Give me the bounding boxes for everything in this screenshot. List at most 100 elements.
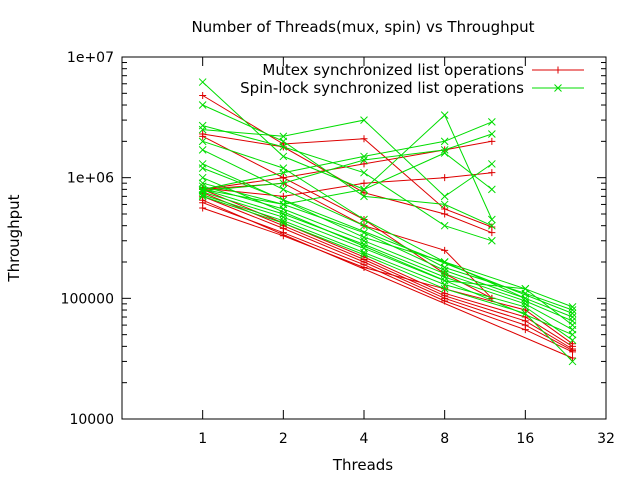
- data-point: [440, 146, 449, 154]
- data-point: [198, 192, 207, 201]
- x-tick-label: 8: [440, 431, 449, 447]
- data-point: [521, 306, 529, 314]
- series-line: [202, 167, 573, 314]
- data-point: [488, 185, 496, 194]
- data-point: [360, 248, 368, 257]
- data-point: [279, 219, 288, 227]
- data-point: [198, 179, 207, 188]
- data-point: [488, 215, 496, 224]
- y-tick-label: 1e+06: [67, 171, 114, 187]
- x-tick-label: 1: [198, 431, 207, 447]
- series-line: [202, 207, 573, 345]
- x-tick-label: 32: [597, 431, 615, 447]
- data-point: [198, 121, 207, 130]
- data-point: [360, 156, 368, 164]
- data-point: [360, 189, 368, 197]
- data-point: [568, 330, 577, 339]
- data-point: [440, 284, 449, 293]
- data-point: [521, 326, 529, 334]
- legend-label: Spin-lock synchronized list operations: [240, 79, 524, 97]
- data-point: [279, 143, 288, 151]
- data-point: [360, 221, 368, 230]
- series-line: [202, 191, 573, 326]
- data-point: [360, 233, 368, 242]
- data-point: [279, 216, 288, 225]
- data-point: [568, 321, 577, 329]
- legend-entry: Spin-lock synchronized list operations: [240, 79, 584, 97]
- series-line: [202, 199, 573, 359]
- data-point: [488, 236, 496, 245]
- data-point: [488, 118, 496, 126]
- series-line: [202, 185, 573, 322]
- data-point: [441, 174, 449, 182]
- data-point: [198, 146, 207, 154]
- data-point: [279, 164, 288, 172]
- data-point: [199, 132, 207, 140]
- data-point: [198, 185, 207, 194]
- data-point: [360, 250, 368, 259]
- series-line: [202, 177, 573, 336]
- data-point: [488, 137, 496, 145]
- data-point: [198, 137, 207, 146]
- data-point: [360, 152, 368, 161]
- data-point: [198, 182, 207, 191]
- data-point: [198, 78, 207, 86]
- legend-label: Mutex synchronized list operations: [262, 61, 524, 79]
- x-tick-label: 2: [279, 431, 288, 447]
- y-axis-label: Throughput: [5, 194, 23, 282]
- x-axis-label: Threads: [332, 456, 393, 474]
- data-point: [440, 221, 449, 230]
- data-point: [198, 101, 207, 109]
- data-point: [569, 348, 577, 356]
- data-point: [569, 340, 577, 348]
- data-point: [440, 137, 449, 146]
- axes: 1 2 4 8 16 32 10000 100000 1e+06 1e+07: [61, 50, 615, 447]
- data-point: [440, 111, 449, 119]
- series-line: [202, 202, 573, 353]
- data-point: [360, 160, 368, 168]
- data-point: [360, 135, 368, 143]
- data-point: [568, 309, 577, 318]
- data-point: [568, 357, 577, 366]
- data-point: [198, 173, 207, 182]
- y-tick-label: 100000: [61, 291, 114, 307]
- series-spin: [198, 78, 577, 366]
- data-point: [199, 91, 207, 99]
- data-point: [279, 192, 287, 200]
- data-point: [440, 192, 449, 201]
- series-mutex: [199, 91, 577, 362]
- data-point: [279, 152, 288, 161]
- data-point: [488, 130, 496, 138]
- data-point: [440, 200, 449, 209]
- data-point: [521, 302, 530, 311]
- data-point: [441, 246, 449, 254]
- data-point: [488, 160, 496, 168]
- series-line: [202, 194, 573, 341]
- data-point: [488, 221, 496, 230]
- data-point: [441, 210, 449, 218]
- data-point: [488, 229, 496, 237]
- data-point: [360, 179, 368, 187]
- chart-title: Number of Threads(mux, spin) vs Throughp…: [191, 18, 534, 36]
- data-point: [488, 169, 496, 177]
- x-tick-label: 16: [516, 431, 534, 447]
- series-line: [202, 149, 573, 311]
- y-tick-label: 10000: [69, 412, 114, 428]
- legend-marker: [554, 66, 562, 74]
- y-tick-label: 1e+07: [67, 50, 114, 66]
- series-line: [202, 192, 573, 350]
- legend: Mutex synchronized list operationsSpin-l…: [240, 61, 584, 97]
- data-point: [360, 215, 368, 224]
- data-point: [279, 185, 288, 194]
- data-point: [568, 336, 577, 345]
- data-point: [279, 200, 288, 209]
- data-point: [360, 168, 368, 177]
- data-point: [360, 116, 368, 124]
- data-point: [198, 164, 207, 172]
- data-point: [199, 204, 207, 212]
- legend-entry: Mutex synchronized list operations: [262, 61, 584, 79]
- data-point: [568, 313, 577, 321]
- data-point: [199, 196, 207, 204]
- series-line: [202, 195, 573, 351]
